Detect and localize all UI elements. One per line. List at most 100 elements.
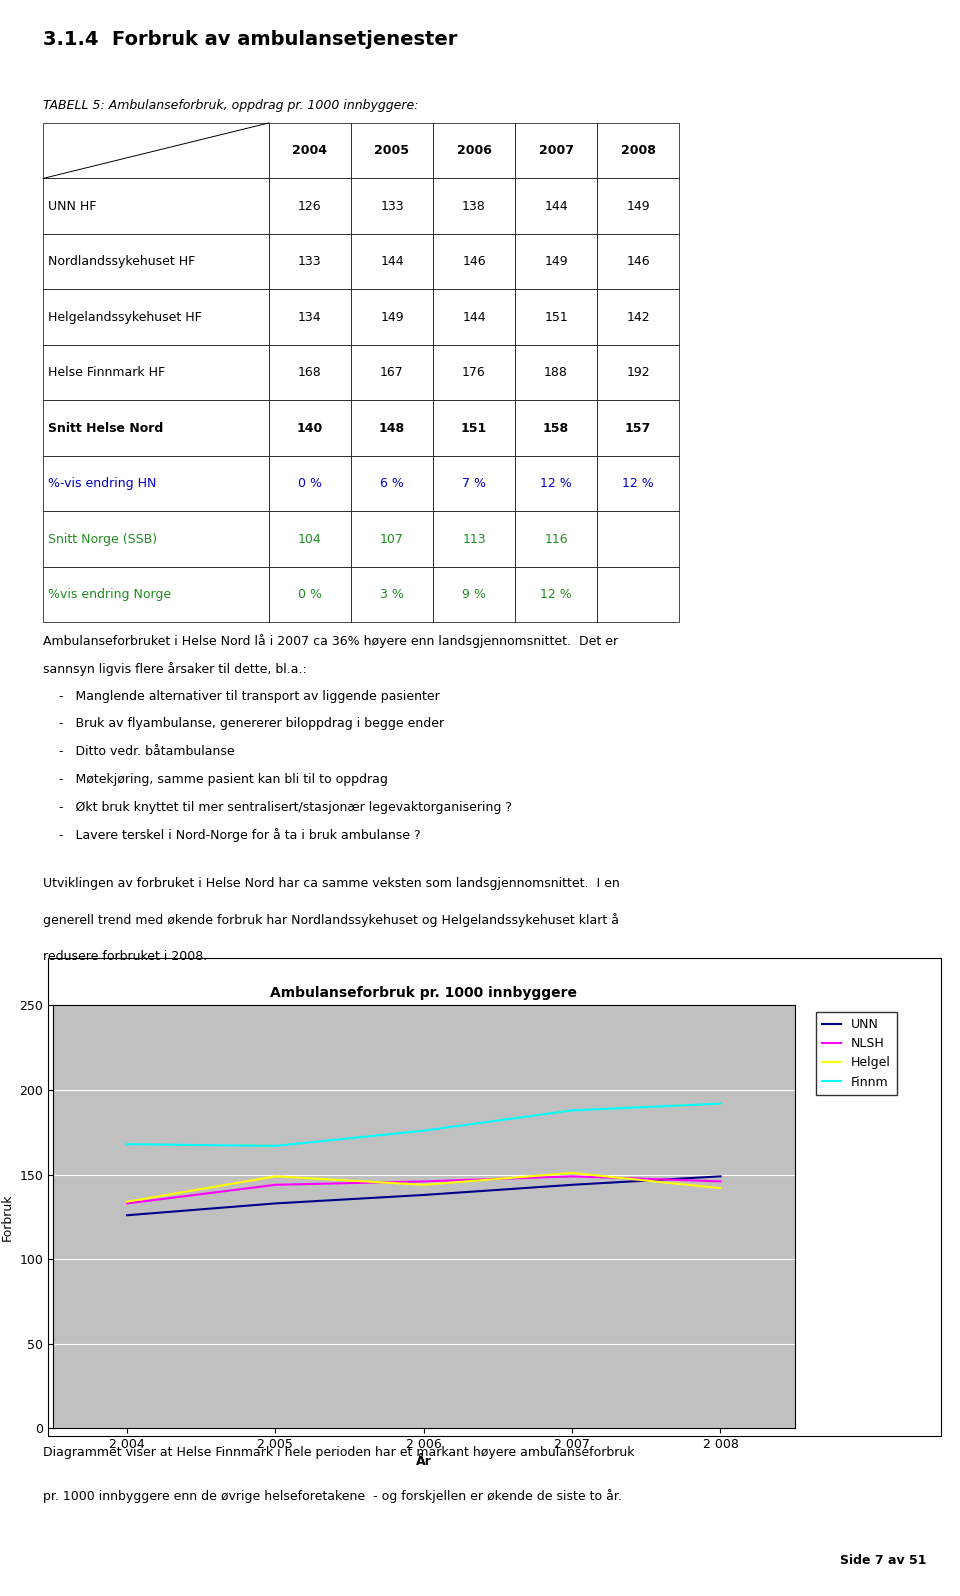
Text: Side 7 av 51: Side 7 av 51 (840, 1553, 926, 1567)
Text: 149: 149 (380, 311, 404, 324)
Text: 133: 133 (380, 200, 404, 212)
Text: 107: 107 (380, 533, 404, 546)
Text: -   Økt bruk knyttet til mer sentralisert/stasjonær legevaktorganisering ?: - Økt bruk knyttet til mer sentralisert/… (43, 801, 513, 814)
Text: 0 %: 0 % (298, 477, 322, 490)
Text: 116: 116 (544, 533, 568, 546)
Bar (597, 289, 679, 345)
Text: 146: 146 (626, 255, 650, 268)
Bar (269, 179, 351, 235)
Y-axis label: Forbruk: Forbruk (1, 1194, 13, 1240)
Text: redusere forbruket i 2008.: redusere forbruket i 2008. (43, 950, 207, 962)
Helgel (418, 1175, 429, 1194)
Text: 158: 158 (543, 421, 569, 434)
Bar (516, 511, 597, 567)
Text: 6 %: 6 % (380, 477, 404, 490)
Bar (269, 567, 351, 622)
UNN (270, 1194, 281, 1213)
Text: -   Manglende alternativer til transport av liggende pasienter: - Manglende alternativer til transport a… (43, 689, 440, 702)
Text: 0 %: 0 % (298, 589, 322, 602)
Text: 9 %: 9 % (462, 589, 486, 602)
Text: Helse Finnmark HF: Helse Finnmark HF (48, 365, 165, 380)
UNN (566, 1175, 578, 1194)
Text: 140: 140 (297, 421, 324, 434)
Helgel (121, 1192, 132, 1211)
Text: %vis endring Norge: %vis endring Norge (48, 589, 172, 602)
Bar (269, 456, 351, 511)
Text: 188: 188 (544, 365, 568, 380)
Finnm (270, 1136, 281, 1156)
Bar (516, 289, 597, 345)
Text: 7 %: 7 % (462, 477, 486, 490)
Text: pr. 1000 innbyggere enn de øvrige helseforetakene  - og forskjellen er økende de: pr. 1000 innbyggere enn de øvrige helsef… (43, 1489, 622, 1503)
Text: UNN HF: UNN HF (48, 200, 97, 212)
Text: -   Lavere terskel i Nord-Norge for å ta i bruk ambulanse ?: - Lavere terskel i Nord-Norge for å ta i… (43, 828, 420, 843)
Bar (597, 401, 679, 456)
Bar (43, 456, 269, 511)
Line: UNN: UNN (127, 1176, 721, 1215)
Bar (433, 123, 516, 179)
Bar (433, 401, 516, 456)
Bar (516, 179, 597, 235)
Bar (269, 289, 351, 345)
Bar (351, 345, 433, 401)
Text: Ambulanseforbruket i Helse Nord lå i 2007 ca 36% høyere enn landsgjennomsnittet.: Ambulanseforbruket i Helse Nord lå i 200… (43, 634, 618, 648)
Bar (597, 456, 679, 511)
Text: generell trend med økende forbruk har Nordlandssykehuset og Helgelandssykehuset : generell trend med økende forbruk har No… (43, 913, 619, 927)
Bar (43, 179, 269, 235)
Bar (351, 456, 433, 511)
Bar (433, 289, 516, 345)
Bar (43, 123, 269, 179)
Bar (43, 235, 269, 289)
Bar (433, 567, 516, 622)
NLSH (566, 1167, 578, 1186)
Bar (516, 567, 597, 622)
Bar (351, 123, 433, 179)
X-axis label: År: År (416, 1456, 432, 1468)
Finnm (566, 1101, 578, 1120)
Bar (433, 235, 516, 289)
NLSH (715, 1171, 727, 1191)
Text: Diagrammet viser at Helse Finnmark i hele perioden har et markant høyere ambulan: Diagrammet viser at Helse Finnmark i hel… (43, 1446, 635, 1459)
Text: 12 %: 12 % (540, 477, 572, 490)
Line: Helgel: Helgel (127, 1173, 721, 1202)
Text: 149: 149 (544, 255, 568, 268)
Bar (597, 511, 679, 567)
Bar (597, 345, 679, 401)
Text: 3.1.4  Forbruk av ambulansetjenester: 3.1.4 Forbruk av ambulansetjenester (43, 30, 458, 49)
Bar (516, 123, 597, 179)
Text: Helgelandssykehuset HF: Helgelandssykehuset HF (48, 311, 202, 324)
Text: 3 %: 3 % (380, 589, 404, 602)
Bar (351, 567, 433, 622)
Legend: UNN, NLSH, Helgel, Finnm: UNN, NLSH, Helgel, Finnm (816, 1012, 897, 1095)
Finnm (715, 1093, 727, 1112)
NLSH (121, 1194, 132, 1213)
Bar (269, 345, 351, 401)
Text: 126: 126 (299, 200, 322, 212)
Bar (351, 289, 433, 345)
Text: 151: 151 (544, 311, 568, 324)
Text: 144: 144 (544, 200, 568, 212)
Text: 2004: 2004 (293, 144, 327, 156)
Bar (516, 345, 597, 401)
Finnm (121, 1135, 132, 1154)
Bar (43, 345, 269, 401)
Text: -   Bruk av flyambulanse, genererer biloppdrag i begge ender: - Bruk av flyambulanse, genererer bilopp… (43, 717, 444, 731)
Bar (43, 511, 269, 567)
Line: Finnm: Finnm (127, 1103, 721, 1146)
Text: 138: 138 (462, 200, 486, 212)
Bar (351, 179, 433, 235)
Bar (597, 123, 679, 179)
Text: 144: 144 (462, 311, 486, 324)
Text: 134: 134 (299, 311, 322, 324)
Bar (597, 179, 679, 235)
Bar (433, 456, 516, 511)
Bar (597, 235, 679, 289)
Bar (516, 401, 597, 456)
Text: 12 %: 12 % (540, 589, 572, 602)
Helgel (715, 1178, 727, 1197)
Text: 176: 176 (462, 365, 486, 380)
Text: %-vis endring HN: %-vis endring HN (48, 477, 156, 490)
Bar (43, 567, 269, 622)
Bar (269, 235, 351, 289)
Text: sannsyn ligvis flere årsaker til dette, bl.a.:: sannsyn ligvis flere årsaker til dette, … (43, 662, 307, 675)
